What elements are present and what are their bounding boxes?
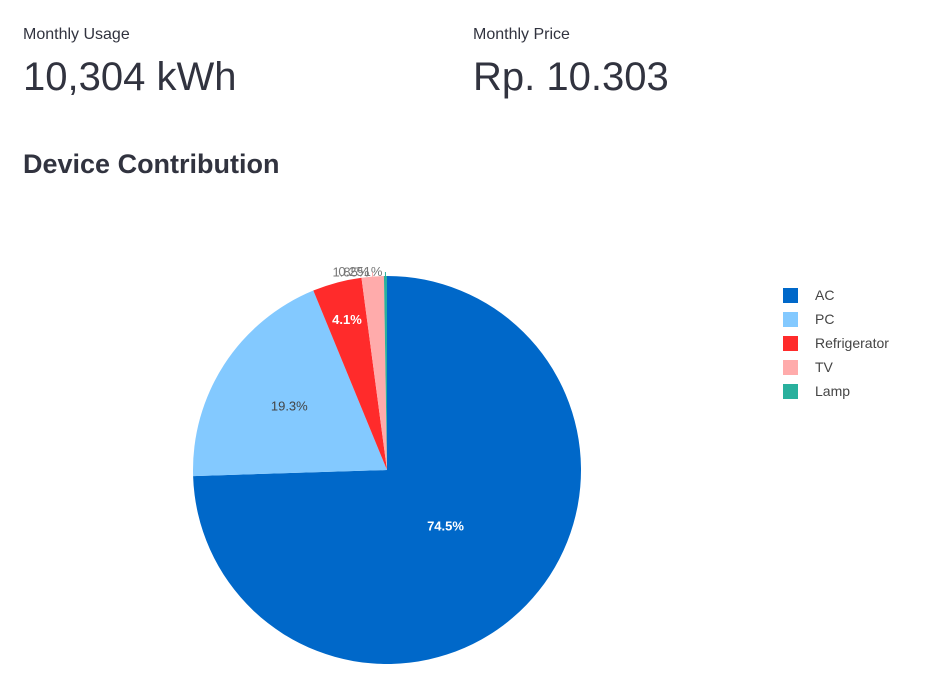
monthly-price-value: Rp. 10.303 <box>473 55 669 99</box>
legend-label-refrigerator: Refrigerator <box>815 335 889 351</box>
legend-swatch-pc <box>783 312 798 327</box>
legend-item-refrigerator[interactable]: Refrigerator <box>783 335 889 351</box>
pie-labels: 74.5% 19.3% 4.1% 1.85%0.251% <box>271 264 465 534</box>
pie-slice-ac[interactable] <box>193 276 581 664</box>
pie-slice-tv[interactable] <box>361 276 387 470</box>
pie-label-refrigerator: 4.1% <box>332 312 362 327</box>
legend-item-tv[interactable]: TV <box>783 359 834 375</box>
pie-slice-pc[interactable] <box>192 290 387 477</box>
section-title: Device Contribution <box>23 149 280 179</box>
legend-swatch-refrigerator <box>783 336 798 351</box>
legend-label-pc: PC <box>815 311 834 327</box>
legend-item-ac[interactable]: AC <box>783 287 834 303</box>
monthly-usage-metric: Monthly Usage 10,304 kWh <box>23 24 236 103</box>
monthly-usage-value: 10,304 kWh <box>23 55 237 99</box>
monthly-price-label: Monthly Price <box>473 26 570 43</box>
pie-label-tv: 1.85% <box>333 265 370 280</box>
legend-label-tv: TV <box>815 359 834 375</box>
device-contribution-pie-chart: 74.5% 19.3% 4.1% 1.85%0.251% AC PC Refrigerat… <box>192 264 889 664</box>
monthly-usage-label: Monthly Usage <box>23 26 130 43</box>
legend-label-lamp: Lamp <box>815 383 850 399</box>
legend-swatch-ac <box>783 288 798 303</box>
legend-label-ac: AC <box>815 287 834 303</box>
pie-slices <box>192 276 581 664</box>
legend-swatch-tv <box>783 360 798 375</box>
legend-swatch-lamp <box>783 384 798 399</box>
monthly-price-metric: Monthly Price Rp. 10.303 <box>473 24 669 103</box>
pie-slice-refrigerator[interactable] <box>313 277 387 470</box>
pie-slice-lamp[interactable] <box>383 276 387 470</box>
legend: AC PC Refrigerator TV Lamp <box>783 287 889 399</box>
pie-label-lamp: 0.251% <box>338 264 383 279</box>
legend-item-lamp[interactable]: Lamp <box>783 383 850 399</box>
legend-item-pc[interactable]: PC <box>783 311 834 327</box>
pie-label-ac: 74.5% <box>427 519 464 534</box>
pie-label-pc: 19.3% <box>271 399 308 414</box>
